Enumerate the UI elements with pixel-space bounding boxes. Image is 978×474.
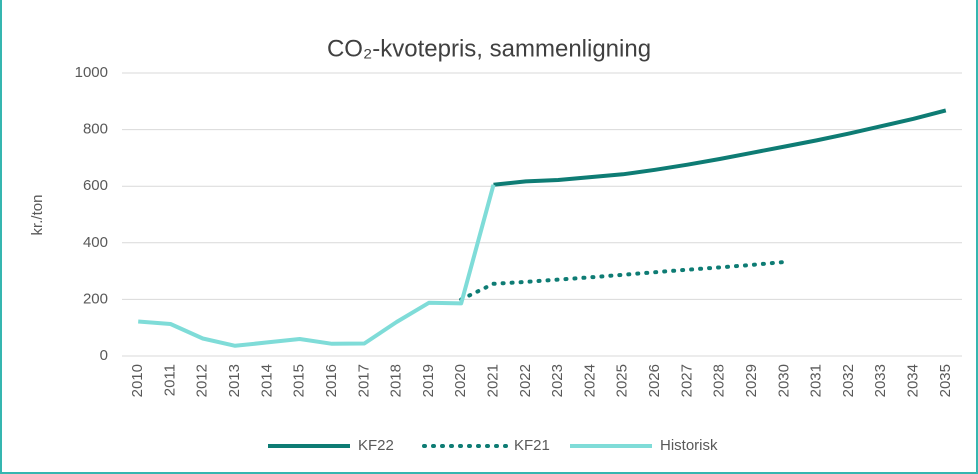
- y-tick-label: 400: [83, 234, 108, 251]
- x-tick-label: 2018: [388, 364, 405, 397]
- x-tick-label: 2025: [614, 364, 631, 397]
- x-tick-label: 2023: [549, 364, 566, 397]
- x-tick-label: 2033: [872, 364, 889, 397]
- legend-label: Historisk: [660, 437, 718, 454]
- y-tick-label: 200: [83, 290, 108, 307]
- x-tick-label: 2027: [678, 364, 695, 397]
- legend-label: KF22: [358, 437, 394, 454]
- legend-label: KF21: [514, 437, 550, 454]
- y-axis-label: kr./ton: [29, 195, 46, 236]
- x-tick-label: 2017: [355, 364, 372, 397]
- x-tick-label: 2035: [937, 364, 954, 397]
- x-tick-label: 2020: [452, 364, 469, 397]
- x-tick-label: 2034: [905, 364, 922, 397]
- x-tick-label: 2030: [775, 364, 792, 397]
- y-tick-label: 800: [83, 121, 108, 138]
- x-tick-label: 2032: [840, 364, 857, 397]
- y-tick-label: 1000: [75, 64, 108, 81]
- series-line: [493, 108, 947, 187]
- x-tick-label: 2014: [258, 364, 275, 397]
- x-tick-label: 2029: [743, 364, 760, 397]
- series-line: [138, 184, 496, 348]
- chart-title: CO₂-kvotepris, sammenligning: [327, 35, 651, 62]
- x-tick-label: 2024: [581, 364, 598, 397]
- x-tick-label: 2019: [420, 364, 437, 397]
- x-tick-label: 2022: [517, 364, 534, 397]
- x-tick-label: 2010: [129, 364, 146, 397]
- y-tick-label: 0: [100, 347, 108, 364]
- x-tick-label: 2031: [808, 364, 825, 397]
- x-tick-label: 2026: [646, 364, 663, 397]
- x-tick-label: 2013: [226, 364, 243, 397]
- x-tick-label: 2011: [161, 364, 178, 396]
- y-tick-label: 600: [83, 177, 108, 194]
- x-tick-label: 2016: [323, 364, 340, 397]
- x-tick-label: 2012: [194, 364, 211, 397]
- x-tick-label: 2028: [711, 364, 728, 397]
- x-tick-label: 2015: [291, 364, 308, 397]
- series-line: [459, 260, 787, 302]
- x-tick-label: 2021: [485, 364, 502, 397]
